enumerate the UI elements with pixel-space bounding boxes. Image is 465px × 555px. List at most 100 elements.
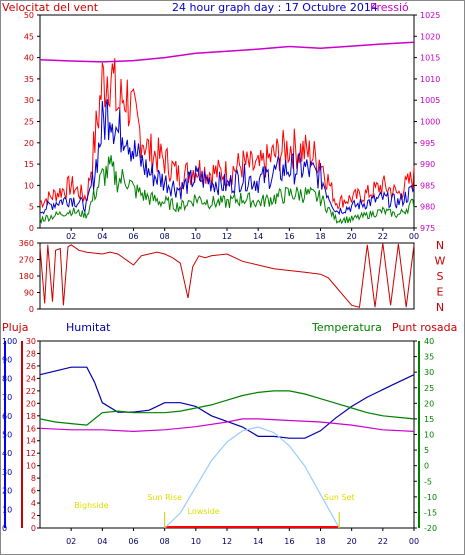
time-tick-label: 18 xyxy=(315,537,325,546)
humidity-tick-label: 30 xyxy=(2,468,12,477)
time-tick-label: 16 xyxy=(284,537,294,546)
rain-tick-label: 24 xyxy=(26,374,36,383)
humidity-tick-label: 90 xyxy=(2,356,12,365)
temperature-tick-label: 25 xyxy=(424,384,434,393)
wind-series-line xyxy=(39,58,415,210)
wind-speed-tick-label: 40 xyxy=(24,54,34,63)
time-tick-label: 18 xyxy=(315,232,325,241)
temperature-tick-label: 15 xyxy=(424,415,434,424)
time-tick-label: 22 xyxy=(378,537,388,546)
humidity-axis-label: Humitat xyxy=(66,321,111,334)
rain-tick-label: 28 xyxy=(26,349,36,358)
humidity-tick-label: 60 xyxy=(2,412,12,421)
annotation-label: Sun Rise xyxy=(147,493,182,502)
rain-tick-label: 8 xyxy=(31,474,36,483)
pressure-tick-label: 1025 xyxy=(420,11,440,20)
humidity-tick-label: 100 xyxy=(2,337,17,346)
direction-axis: 0 90 180 270 360 xyxy=(19,239,40,314)
time-tick-label: 20 xyxy=(347,232,357,241)
climate-series-line xyxy=(39,366,415,439)
temperature-tick-label: 30 xyxy=(424,368,434,377)
wind-speed-axis: 0 5 10 15 20 25 30 35 40 45 50 xyxy=(24,11,40,233)
pressure-tick-label: 985 xyxy=(420,181,435,190)
wind-speed-tick-label: 35 xyxy=(24,75,34,84)
rain-tick-label: 10 xyxy=(26,462,36,471)
wind-series-line xyxy=(39,99,415,216)
humidity-axis: 0 10 20 30 40 50 60 70 80 90 100 xyxy=(2,337,17,533)
rain-tick-label: 30 xyxy=(26,337,36,346)
time-tick-label: 12 xyxy=(222,232,232,241)
time-tick-label: 06 xyxy=(128,537,138,546)
temperature-axis: -20 -15 -10 -5 0 5 10 15 20 25 30 35 40 xyxy=(414,337,437,533)
humidity-tick-label: 80 xyxy=(2,374,12,383)
pressure-tick-label: 1015 xyxy=(420,54,440,63)
climate-series-line xyxy=(164,426,340,529)
rain-tick-label: 6 xyxy=(31,487,36,496)
rain-tick-label: 12 xyxy=(26,449,36,458)
direction-series xyxy=(39,242,415,308)
humidity-tick-label: 70 xyxy=(2,393,12,402)
pressure-tick-label: 1000 xyxy=(420,118,440,127)
time-tick-label: 14 xyxy=(253,537,263,546)
time-tick-label: 00 xyxy=(409,537,419,546)
pressure-tick-label: 1010 xyxy=(420,75,440,84)
wind-series-line xyxy=(39,155,415,225)
time-tick-label: 20 xyxy=(347,537,357,546)
climate-time-axis: 02 04 06 08 10 12 14 16 18 20 22 00 xyxy=(66,528,419,546)
temperature-tick-label: -20 xyxy=(424,524,437,533)
time-tick-label: 02 xyxy=(66,232,76,241)
temperature-tick-label: 0 xyxy=(424,462,429,471)
pressure-tick-label: 980 xyxy=(420,203,435,212)
annotation-label: Bighside xyxy=(74,501,108,510)
annotation-label: Sun Set xyxy=(324,493,355,502)
time-tick-label: 04 xyxy=(97,537,107,546)
time-tick-label: 08 xyxy=(160,537,170,546)
wind-speed-axis-label: Velocitat del vent xyxy=(2,1,99,14)
time-tick-label: 10 xyxy=(191,232,201,241)
temperature-tick-label: 10 xyxy=(424,431,434,440)
temperature-tick-label: 5 xyxy=(424,446,429,455)
time-tick-label: 10 xyxy=(191,537,201,546)
rain-axis-label: Pluja xyxy=(2,321,28,334)
humidity-tick-label: 10 xyxy=(2,505,12,514)
humidity-tick-label: 40 xyxy=(2,449,12,458)
wind-series-line xyxy=(39,41,415,63)
climate-series-line xyxy=(39,418,415,433)
climate-annotations: Sun Rise Sun Set Bighside Lowside xyxy=(74,493,355,528)
rain-tick-label: 0 xyxy=(31,524,36,533)
temperature-tick-label: -5 xyxy=(424,477,432,486)
time-tick-label: 04 xyxy=(97,232,107,241)
temperature-tick-label: 35 xyxy=(424,353,434,362)
rain-tick-label: 18 xyxy=(26,412,36,421)
humidity-tick-label: 50 xyxy=(2,431,12,440)
wind-series xyxy=(39,41,415,225)
compass-label: N xyxy=(436,239,444,252)
pressure-tick-label: 1020 xyxy=(420,32,440,41)
chart-title: 24 hour graph day : 17 Octubre 2014 xyxy=(172,1,378,14)
wind-speed-tick-label: 15 xyxy=(24,160,34,169)
wind-speed-tick-label: 25 xyxy=(24,118,34,127)
temperature-tick-label: 40 xyxy=(424,337,434,346)
direction-tick-label: 270 xyxy=(19,256,34,265)
rain-tick-label: 14 xyxy=(26,437,36,446)
humidity-tick-label: 0 xyxy=(2,524,7,533)
rain-tick-label: 2 xyxy=(31,512,36,521)
wind-speed-tick-label: 45 xyxy=(24,32,34,41)
annotation-label: Lowside xyxy=(188,507,220,516)
pressure-tick-label: 995 xyxy=(420,139,435,148)
pressure-axis: 975 980 985 990 995 1000 1005 1010 1015 1020 1025 xyxy=(414,11,440,233)
temperature-tick-label: -10 xyxy=(424,493,437,502)
rain-tick-label: 4 xyxy=(31,499,36,508)
compass-label: W xyxy=(435,255,446,268)
wind-speed-tick-label: 5 xyxy=(29,203,34,212)
climate-plot-area xyxy=(39,340,415,529)
time-tick-label: 06 xyxy=(128,232,138,241)
direction-series-line xyxy=(39,242,415,308)
wind-speed-tick-label: 10 xyxy=(24,181,34,190)
time-tick-label: 00 xyxy=(409,232,419,241)
direction-tick-label: 360 xyxy=(19,239,34,248)
pressure-tick-label: 975 xyxy=(420,224,435,233)
